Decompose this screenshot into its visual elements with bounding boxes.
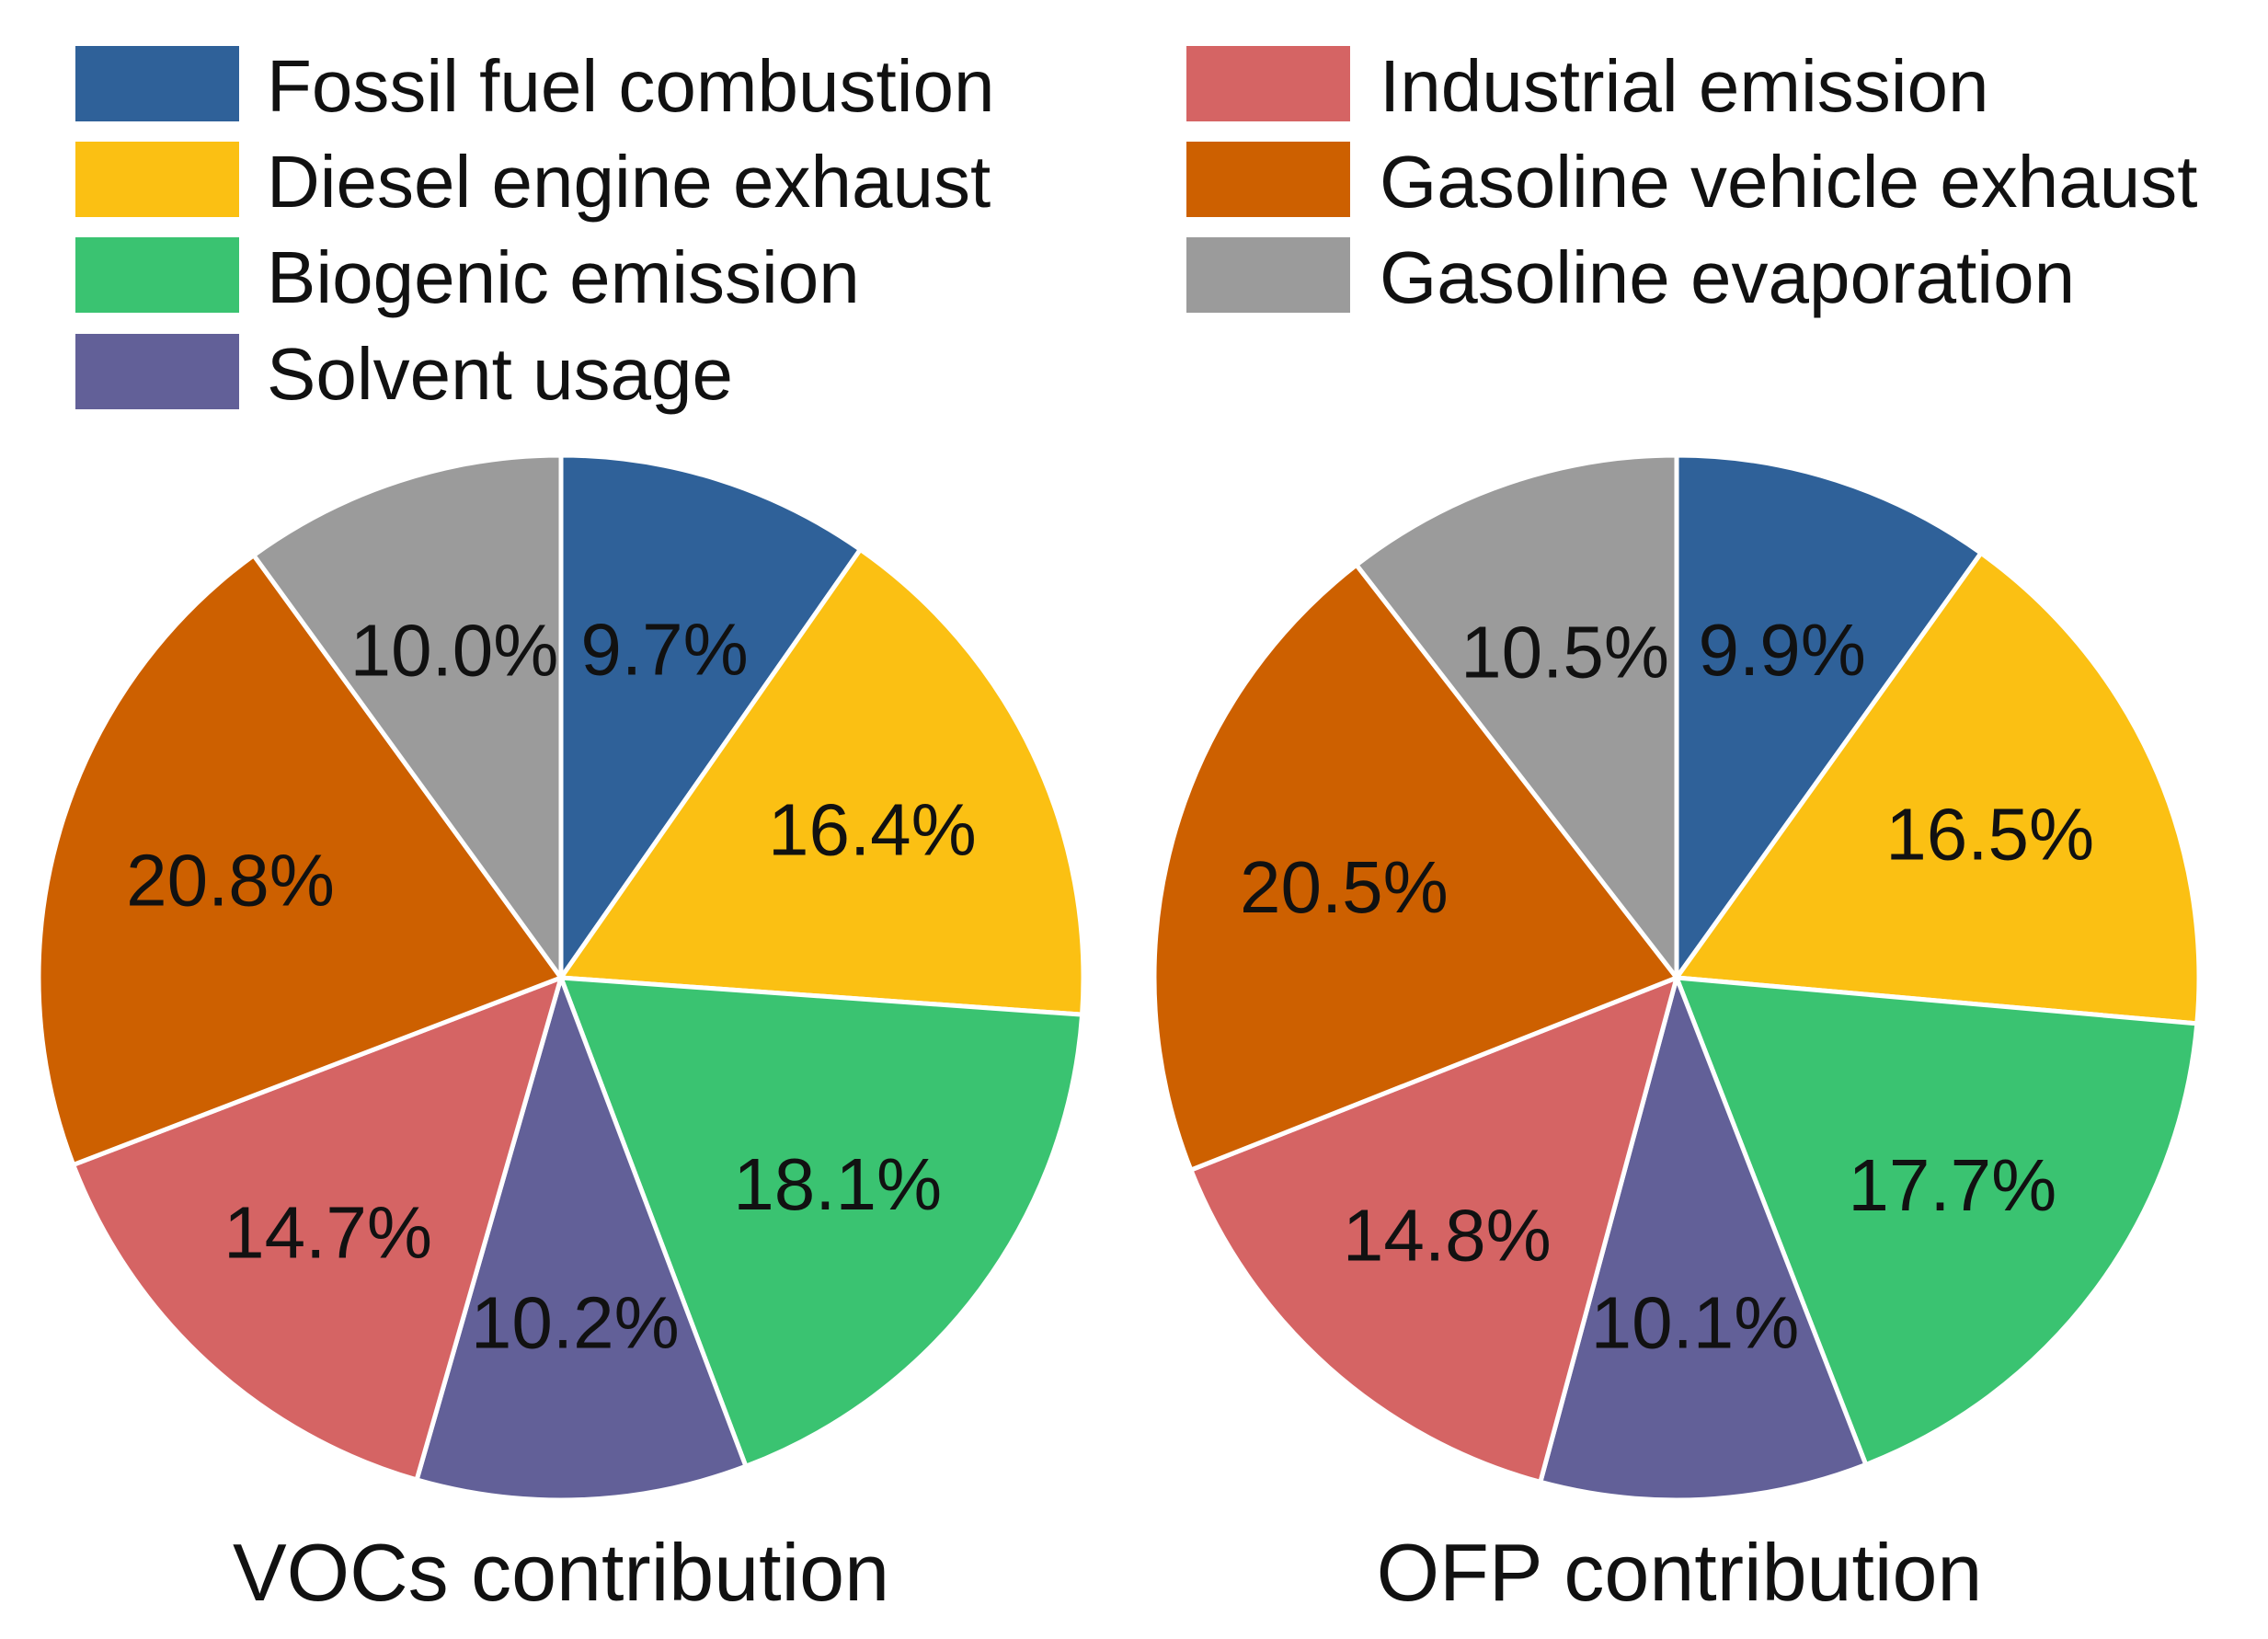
legend-label-biogenic-emission: Biogenic emission (267, 236, 860, 318)
pie-slice-gasoline-evaporation (1354, 453, 1679, 980)
pie-slice-industrial-emission (1188, 975, 1679, 1484)
legend-label-solvent-usage: Solvent usage (267, 333, 733, 415)
slice-label-biogenic-emission: 17.7% (1848, 1144, 2056, 1226)
pie-slice-gasoline-vehicle-exhaust (1151, 562, 1679, 1173)
legend-swatch-biogenic-emission (75, 237, 239, 313)
slice-label-diesel-engine-exhaust: 16.5% (1885, 794, 2094, 876)
pie-slice-diesel-engine-exhaust (558, 546, 1086, 1017)
pie-vocs-contribution: 9.7% 16.4% 18.1% 10.2% 14.7% 20.8% 10.0% (36, 453, 1086, 1503)
slice-label-fossil-fuel-combustion: 9.9% (1699, 609, 1866, 691)
chart-title-ofp: OFP contribution (1377, 1527, 1983, 1618)
pie-slice-gasoline-evaporation (251, 453, 564, 980)
slice-label-solvent-usage: 10.2% (471, 1282, 680, 1364)
slice-label-gasoline-evaporation: 10.5% (1460, 611, 1669, 693)
legend: Fossil fuel combustion Diesel engine exh… (75, 45, 2197, 415)
pie-slice-gasoline-vehicle-exhaust (36, 553, 564, 1167)
pie-slice-fossil-fuel-combustion (558, 453, 863, 980)
slice-label-diesel-engine-exhaust: 16.4% (768, 789, 977, 871)
legend-swatch-diesel-engine-exhaust (75, 142, 239, 217)
legend-label-industrial-emission: Industrial emission (1380, 45, 1989, 127)
pie-slice-industrial-emission (71, 975, 564, 1483)
pie-slice-biogenic-emission (558, 975, 1085, 1469)
legend-swatch-gasoline-evaporation (1186, 237, 1350, 313)
slice-label-industrial-emission: 14.7% (223, 1191, 432, 1273)
legend-swatch-industrial-emission (1186, 46, 1350, 121)
pie-slice-biogenic-emission (1674, 975, 2200, 1467)
slice-label-biogenic-emission: 18.1% (733, 1143, 942, 1225)
slice-label-solvent-usage: 10.1% (1591, 1281, 1800, 1363)
slice-label-gasoline-evaporation: 10.0% (350, 610, 559, 692)
chart-title-vocs: VOCs contribution (233, 1527, 889, 1618)
legend-swatch-solvent-usage (75, 334, 239, 409)
pie-slice-diesel-engine-exhaust (1674, 550, 2202, 1026)
legend-swatch-gasoline-vehicle-exhaust (1186, 142, 1350, 217)
legend-label-gasoline-evaporation: Gasoline evaporation (1380, 236, 2075, 318)
slice-label-fossil-fuel-combustion: 9.7% (580, 608, 748, 690)
legend-swatch-fossil-fuel-combustion (75, 46, 239, 121)
slice-label-gasoline-vehicle-exhaust: 20.5% (1240, 846, 1449, 928)
pie-slice-fossil-fuel-combustion (1674, 453, 1984, 980)
pie-slice-solvent-usage (1538, 975, 1869, 1503)
slice-label-gasoline-vehicle-exhaust: 20.8% (126, 840, 335, 922)
pie-ofp-contribution: 9.9% 16.5% 17.7% 10.1% 14.8% 20.5% 10.5% (1151, 453, 2202, 1503)
legend-label-diesel-engine-exhaust: Diesel engine exhaust (267, 141, 991, 223)
slice-label-industrial-emission: 14.8% (1343, 1195, 1552, 1277)
legend-label-fossil-fuel-combustion: Fossil fuel combustion (267, 45, 994, 127)
legend-label-gasoline-vehicle-exhaust: Gasoline vehicle exhaust (1380, 141, 2197, 223)
pie-slice-solvent-usage (414, 975, 749, 1503)
